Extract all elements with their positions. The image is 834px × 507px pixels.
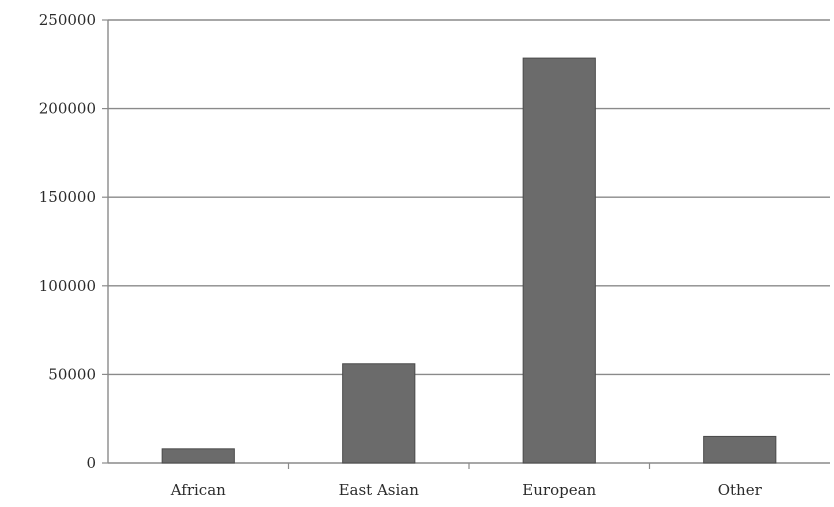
bars [161,57,777,464]
bar-east-asian [342,363,416,464]
x-category-label: European [522,481,596,499]
x-category-label: African [170,481,226,499]
y-tick-label: 200000 [39,100,96,118]
y-tick-label: 250000 [39,11,96,29]
bar-european [522,57,596,464]
y-tick-label: 50000 [48,365,96,383]
x-category-label: East Asian [339,481,420,499]
y-tick-labels: 0 50000 100000 150000 200000 250000 [39,11,96,472]
x-category-labels: African East Asian European Other [170,481,763,499]
bar-african [161,448,235,464]
grid-lines [108,19,830,376]
axes [102,19,830,469]
y-tick-label: 150000 [39,188,96,206]
bar-other [703,435,777,464]
y-tick-label: 100000 [39,277,96,295]
x-category-label: Other [718,481,763,499]
y-tick-label: 0 [86,454,96,472]
